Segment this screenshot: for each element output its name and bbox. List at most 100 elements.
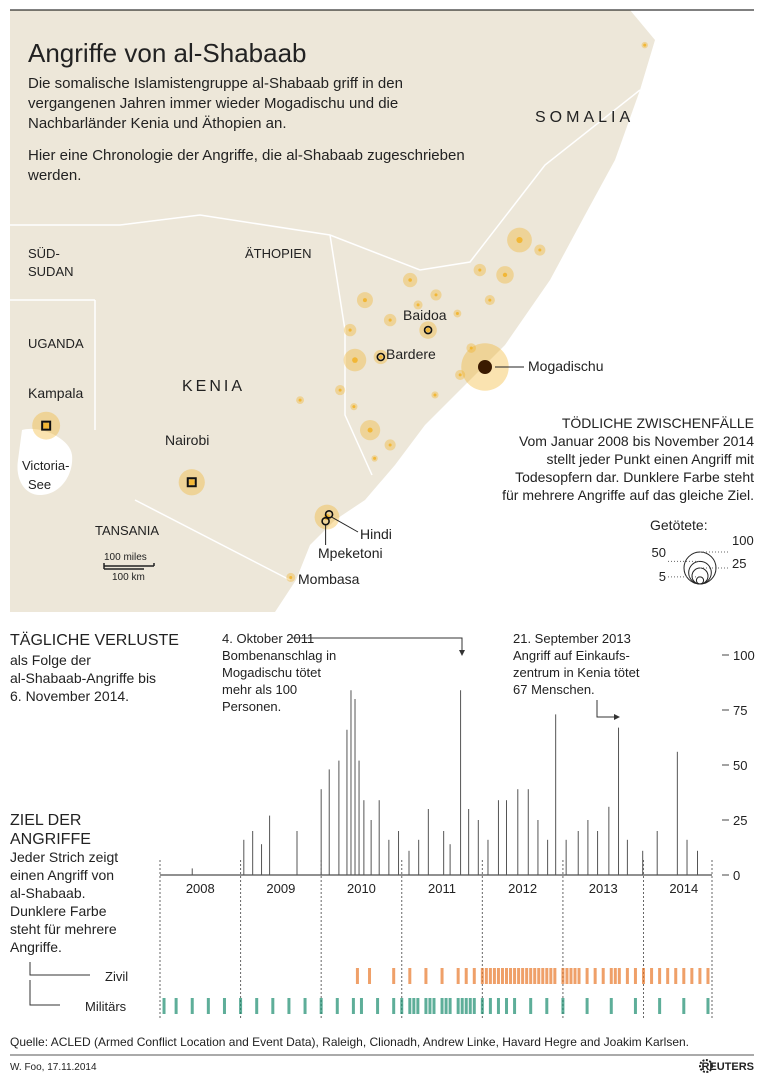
city-label: Baidoa	[403, 307, 447, 323]
attack-tick	[537, 968, 541, 984]
annotation: zentrum in Kenia tötet	[513, 665, 640, 680]
attack-tick	[239, 998, 243, 1014]
attack-tick	[416, 998, 420, 1014]
incident-core	[502, 272, 508, 278]
attack-tick	[448, 998, 452, 1014]
annotation: Personen.	[222, 699, 281, 714]
attack-tick	[585, 998, 589, 1014]
casualty-chart: TÄGLICHE VERLUSTE als Folge der al-Shabaab…	[10, 631, 755, 1018]
attack-tick	[541, 968, 545, 984]
attack-tick	[335, 998, 339, 1014]
incident-core	[416, 303, 420, 307]
attack-tick	[513, 998, 517, 1014]
attack-tick	[408, 968, 412, 984]
map: Kampala Nairobi Baidoa Bardere Mogadischu Hin…	[22, 41, 754, 587]
incident-core	[352, 357, 358, 363]
city-marker	[41, 420, 52, 431]
country-label: TANSANIA	[95, 523, 159, 538]
attack-tick	[456, 998, 460, 1014]
attack-tick	[255, 998, 259, 1014]
country-label: SÜD-	[28, 246, 60, 261]
incident-core	[425, 327, 431, 333]
lake	[17, 428, 73, 495]
attack-tick	[505, 998, 509, 1014]
annotation: 67 Menschen.	[513, 682, 595, 697]
targets-title: ZIEL DER	[10, 812, 81, 829]
attack-tick	[706, 968, 710, 984]
incident-core	[42, 422, 50, 430]
attack-tick	[359, 998, 363, 1014]
incident-center	[478, 360, 492, 374]
incident-core	[643, 43, 647, 47]
scale-label: 100 km	[112, 572, 145, 583]
attack-tick	[424, 968, 428, 984]
chart-subtitle: 6. November 2014.	[10, 688, 129, 704]
attack-tick	[392, 998, 396, 1014]
attack-tick	[464, 968, 468, 984]
attack-tick	[529, 968, 533, 984]
city-label: Mombasa	[298, 571, 360, 587]
attack-tick	[408, 998, 412, 1014]
annotation: 4. Oktober 2011	[222, 631, 314, 646]
legend-size-circle	[688, 560, 712, 585]
incident-core	[469, 346, 473, 350]
attack-tick	[492, 968, 496, 984]
incident-core	[379, 355, 383, 359]
legend-size-circle	[695, 576, 705, 585]
attack-tick	[480, 998, 484, 1014]
attack-tick	[521, 968, 525, 984]
incident-core	[458, 373, 462, 377]
annotation: Mogadischu tötet	[222, 665, 321, 680]
legend-size-label: 100	[732, 533, 754, 548]
city-marker	[423, 325, 433, 335]
attack-tick	[400, 998, 404, 1014]
annotation: Angriff auf Einkaufs-	[513, 648, 630, 663]
attack-tick	[561, 968, 565, 984]
city-marker	[376, 352, 386, 362]
attack-tick	[456, 968, 460, 984]
attack-tick	[488, 998, 492, 1014]
x-tick-label: 2014	[669, 881, 698, 896]
intro-line: Die somalische Islamistengruppe al-Shaba…	[28, 75, 403, 92]
attack-tick	[625, 968, 629, 984]
attack-tick	[287, 998, 291, 1014]
incident-core	[388, 443, 392, 447]
attack-tick	[162, 998, 166, 1014]
chart-subtitle: als Folge der	[10, 652, 91, 668]
attack-tick	[392, 968, 396, 984]
legend-text: Vom Januar 2008 bis November 2014	[519, 433, 754, 449]
country-label: KENIA	[182, 378, 245, 395]
x-tick-label: 2013	[589, 881, 618, 896]
intro-line: vergangenen Jahren immer wieder Mogadisc…	[28, 95, 398, 112]
attack-tick	[666, 968, 670, 984]
attack-tick	[496, 968, 500, 984]
country-label: SUDAN	[28, 264, 74, 279]
city-label: Bardere	[386, 346, 436, 362]
attack-tick	[271, 998, 275, 1014]
attack-tick	[513, 968, 517, 984]
title: Angriffe von al-Shabaab	[28, 38, 307, 68]
attack-tick	[206, 998, 210, 1014]
attack-tick	[682, 998, 686, 1014]
attack-tick	[440, 968, 444, 984]
annotation-arrow	[292, 637, 463, 652]
attack-tick	[222, 998, 226, 1014]
attack-tick	[585, 968, 589, 984]
y-tick-label: 50	[733, 758, 747, 773]
x-tick-label: 2012	[508, 881, 537, 896]
attack-tick	[432, 998, 436, 1014]
x-tick-label: 2008	[186, 881, 215, 896]
country-label: Victoria-	[22, 458, 69, 473]
attack-tick	[496, 998, 500, 1014]
annotation-arrow-head	[459, 650, 465, 656]
attack-tick	[472, 968, 476, 984]
attack-tick	[355, 968, 359, 984]
incident-core	[362, 298, 367, 303]
legend-text: Todesopfern dar. Dunklere Farbe steht	[515, 469, 754, 485]
city-label: Mpeketoni	[318, 545, 383, 561]
incident-core	[367, 427, 373, 433]
legend-size-label: 5	[659, 569, 666, 584]
attack-tick	[509, 968, 513, 984]
country-label: See	[28, 477, 51, 492]
attack-tick	[545, 998, 549, 1014]
